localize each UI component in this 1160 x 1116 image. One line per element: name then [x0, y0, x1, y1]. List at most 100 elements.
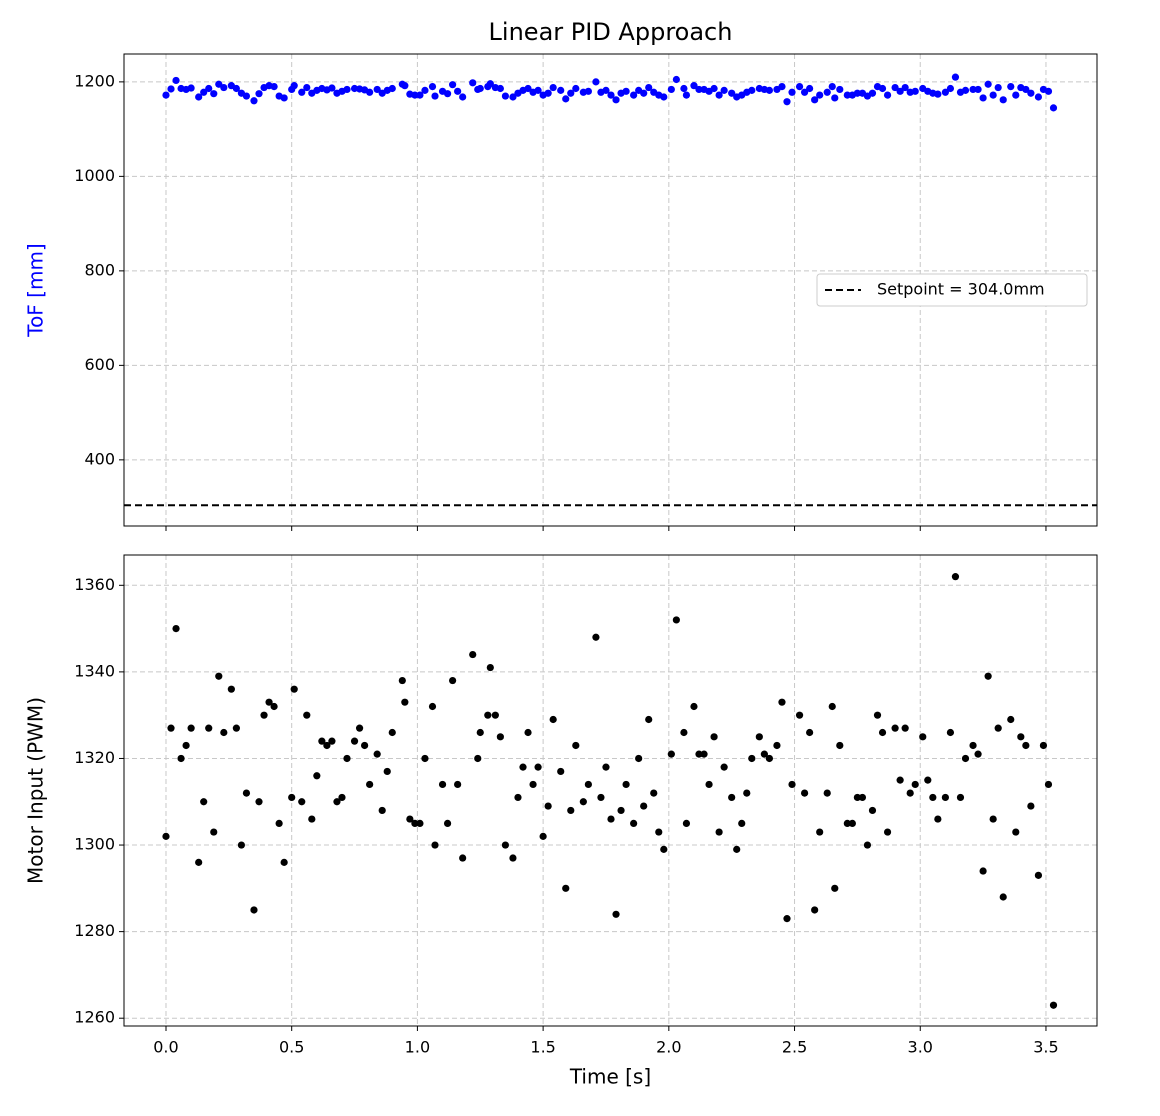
- data-point: [1027, 802, 1035, 810]
- data-point: [951, 73, 960, 81]
- data-point: [524, 84, 532, 93]
- data-point: [934, 90, 942, 98]
- data-point: [728, 89, 736, 97]
- data-point: [373, 750, 381, 758]
- data-point: [486, 663, 494, 672]
- data-point: [280, 94, 288, 102]
- data-point: [617, 806, 625, 815]
- data-point: [200, 88, 208, 96]
- data-point: [486, 80, 494, 88]
- data-point: [290, 82, 298, 90]
- x-tick-label: 1.0: [405, 1038, 430, 1057]
- data-point: [215, 672, 223, 680]
- data-point: [398, 676, 406, 685]
- data-point: [989, 91, 997, 99]
- y-tick-label: 1200: [74, 71, 115, 90]
- data-point: [383, 767, 391, 776]
- data-point: [501, 92, 510, 100]
- data-point: [607, 91, 615, 99]
- data-point: [469, 79, 477, 87]
- data-point: [680, 728, 688, 737]
- data-point: [828, 83, 836, 91]
- data-point: [630, 91, 638, 99]
- legend-label: Setpoint = 304.0mm: [877, 280, 1045, 299]
- data-point: [660, 845, 668, 853]
- data-point: [816, 828, 824, 836]
- data-point: [969, 741, 977, 750]
- data-point: [476, 84, 484, 93]
- data-point: [288, 793, 296, 802]
- data-point: [896, 776, 904, 784]
- data-point: [1034, 93, 1043, 101]
- data-point: [443, 819, 452, 828]
- data-point: [366, 780, 374, 789]
- data-point: [454, 87, 462, 95]
- data-point: [182, 741, 190, 750]
- data-point: [1012, 91, 1020, 99]
- data-point: [728, 793, 736, 802]
- data-point: [562, 884, 570, 892]
- data-point: [1049, 1001, 1058, 1009]
- data-point: [795, 83, 804, 91]
- data-point: [612, 910, 620, 918]
- data-point: [210, 90, 218, 98]
- data-point: [602, 86, 610, 94]
- data-point: [806, 84, 814, 93]
- data-point: [800, 88, 809, 96]
- data-point: [828, 702, 836, 711]
- data-point: [994, 83, 1002, 92]
- data-point: [645, 83, 653, 92]
- x-tick-label: 2.0: [656, 1038, 681, 1057]
- data-point: [454, 780, 462, 789]
- data-point: [411, 91, 419, 99]
- data-point: [275, 819, 283, 828]
- data-point: [630, 819, 638, 828]
- data-point: [743, 789, 751, 797]
- data-point: [868, 806, 877, 815]
- data-point: [343, 85, 351, 94]
- data-point: [298, 88, 306, 96]
- data-point: [406, 815, 414, 823]
- data-point: [984, 672, 992, 680]
- data-point: [509, 854, 517, 862]
- data-point: [220, 728, 228, 737]
- x-tick-label: 2.5: [782, 1038, 807, 1057]
- data-point: [941, 88, 949, 96]
- data-point: [303, 83, 311, 92]
- data-point: [195, 93, 203, 101]
- data-point: [806, 728, 814, 737]
- data-point: [567, 89, 575, 97]
- data-point: [421, 86, 429, 94]
- x-tick-label: 3.5: [1033, 1038, 1058, 1057]
- data-point: [260, 711, 268, 719]
- data-point: [667, 750, 675, 758]
- data-point: [672, 75, 680, 84]
- data-point: [650, 789, 658, 797]
- data-point: [438, 780, 447, 789]
- data-point: [232, 724, 240, 732]
- data-point: [562, 95, 570, 103]
- data-point: [946, 84, 955, 93]
- data-point: [255, 90, 263, 98]
- legend-box: [816, 273, 1088, 307]
- data-point: [401, 698, 409, 706]
- data-point: [469, 650, 477, 659]
- data-point: [811, 906, 819, 914]
- data-point: [607, 815, 615, 823]
- data-point: [901, 83, 909, 92]
- data-point: [720, 86, 728, 94]
- data-point: [783, 98, 791, 106]
- data-point: [318, 737, 326, 745]
- data-point: [700, 750, 708, 758]
- data-point: [924, 776, 932, 784]
- data-point: [816, 91, 824, 99]
- data-point: [200, 798, 208, 806]
- data-point: [431, 92, 439, 100]
- data-point: [760, 750, 768, 758]
- data-point: [1022, 85, 1030, 94]
- data-point: [994, 724, 1002, 732]
- plot-frame: [123, 53, 1098, 527]
- data-point: [748, 86, 756, 94]
- data-point: [682, 91, 691, 99]
- data-point: [873, 711, 882, 719]
